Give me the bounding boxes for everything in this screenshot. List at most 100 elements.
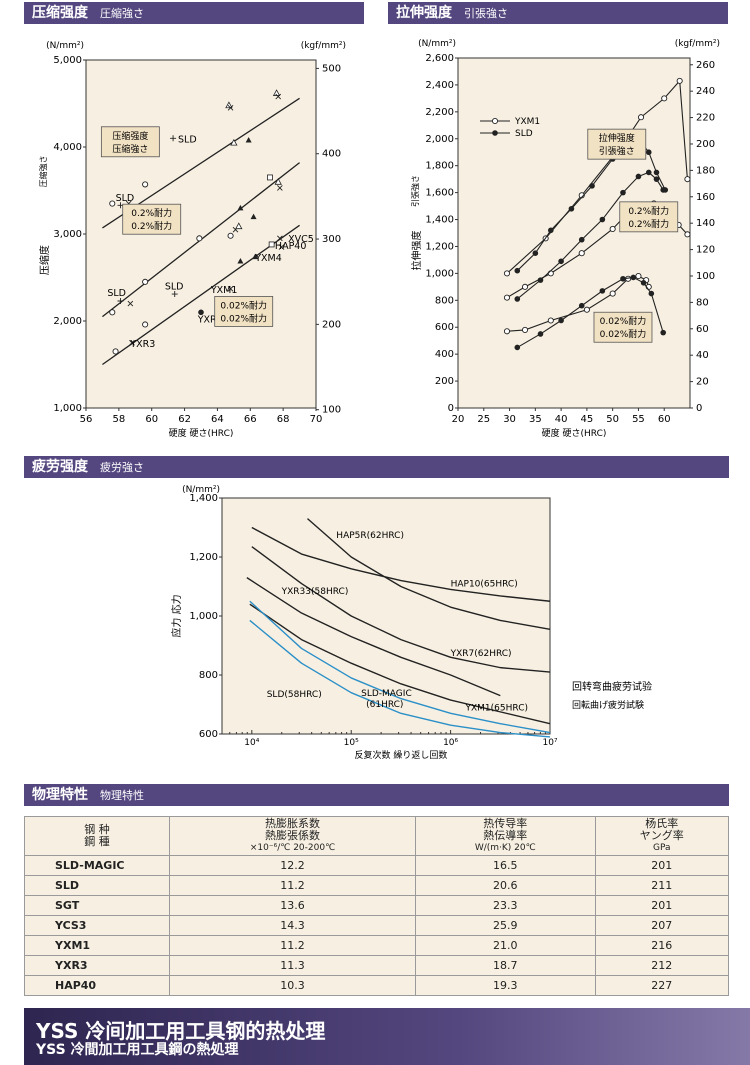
data-point [171,291,178,298]
data-point [676,77,683,84]
data-point [548,227,554,234]
table-cell: YXM1 [24,935,170,956]
data-point [170,135,177,142]
unit-left: (N/mm²) [418,39,456,49]
data-point [142,321,149,328]
series-label: (61HRC) [366,700,403,710]
data-point [503,328,511,335]
annotation-label: 0.2%耐力 [628,205,669,217]
annotation-box [619,201,679,233]
y2-tick-label: 220 [696,113,715,124]
y-tick-label: 1,000 [53,403,82,414]
y-tick-label: 1,400 [189,493,218,504]
series-label: SLD(58HRC) [267,690,322,700]
series-curve [251,526,551,602]
series-line [516,171,664,300]
series-label: YXR7 [197,315,223,326]
y-tick-label: 1,000 [425,268,454,279]
y-axis-label: 应力 応力 [170,594,183,637]
data-point [653,176,660,182]
series-label: YXR7(62HRC) [450,649,512,659]
x-tick-label: 45 [581,414,594,425]
series-label: SLD [116,193,135,204]
tensile-title: 拉伸强度 [396,5,452,21]
y-tick-label: 1,400 [425,215,454,226]
data-point [660,329,666,336]
data-point [684,176,691,183]
table-cell: 13.6 [168,895,417,916]
table-cell: 201 [594,855,730,876]
series-label: SLD [165,282,184,293]
y-tick-label: 4,000 [53,142,82,153]
data-point [129,339,135,346]
table-cell: 227 [594,975,730,996]
table-cell: 201 [594,895,730,916]
y-tick-label: 1,200 [189,552,218,563]
y2-tick-label: 180 [696,165,715,176]
y2-tick-label: 140 [696,218,715,229]
data-point [609,225,616,233]
table-cell: 25.9 [415,915,596,936]
annotation-label: 0.2%耐力 [628,218,669,230]
data-point [514,344,521,351]
data-point [274,177,282,185]
data-point [225,101,233,109]
series-label: HAP5R(62HRC) [336,531,404,541]
data-point [237,257,244,264]
y2-tick-label: 260 [696,60,715,71]
y2-tick-label: 500 [322,63,341,74]
x-tick-label: 60 [658,414,671,425]
x-tick-label: 10⁷ [542,738,557,748]
data-point [109,309,116,316]
x-tick-label: 64 [211,414,224,425]
data-point [278,244,285,250]
y-tick-label: 0 [448,403,454,414]
data-point [503,270,511,277]
series-label: YXM1 [210,285,238,296]
data-point [532,250,539,256]
annotation-box [593,311,653,343]
series-curve [249,619,551,738]
data-point [589,183,595,189]
table-cell: 23.3 [415,895,596,916]
compression-title: 压缩强度 [32,5,88,21]
data-point [198,309,204,316]
header-steel-sub: 鋼 種 [84,835,110,848]
unit-left: (N/mm²) [46,41,84,51]
y-tick-label: 800 [199,670,218,681]
x-tick-label: 30 [503,414,516,425]
table-cell: 16.5 [415,855,596,876]
annotation-label: 0.2%耐力 [131,207,172,219]
data-point [537,331,544,337]
data-point [661,95,668,102]
data-point [521,326,529,333]
compression-header: 压缩强度 圧縮強さ [24,2,364,24]
header-tc-unit: W/(m·K) 20℃ [474,843,536,853]
series-label: YXM1(65HRC) [465,703,529,713]
plot-area [457,57,691,409]
y-axis-label-alt: 圧縮強さ [38,155,48,187]
y-tick-label: 2,200 [425,107,454,118]
footer-subtitle: 冷間加工用工具鋼の熱処理 [70,1042,239,1058]
y-tick-label: 2,400 [425,80,454,91]
header-youngs-modulus: 杨氏率 ヤング率 GPa [594,816,730,856]
y-tick-label: 600 [199,729,218,740]
series-line [517,276,664,348]
legend-label: YXM1 [514,117,540,127]
plot-area [85,59,317,409]
test-method-note: 回转弯曲疲劳试验 [572,680,652,693]
y-axis-label-alt: 引張強さ [410,175,420,207]
table-cell: 10.3 [168,975,417,996]
y2-tick-label: 200 [696,139,715,150]
data-point [660,187,666,193]
series-label: SLD-MAGIC [361,689,412,699]
y-axis-label: 压缩度 [38,245,51,275]
data-point [521,283,529,290]
unit-right: (kgf/mm²) [675,39,720,49]
data-point [514,296,521,302]
table-cell: 212 [594,955,730,976]
data-point [142,181,149,188]
data-point [558,317,564,324]
